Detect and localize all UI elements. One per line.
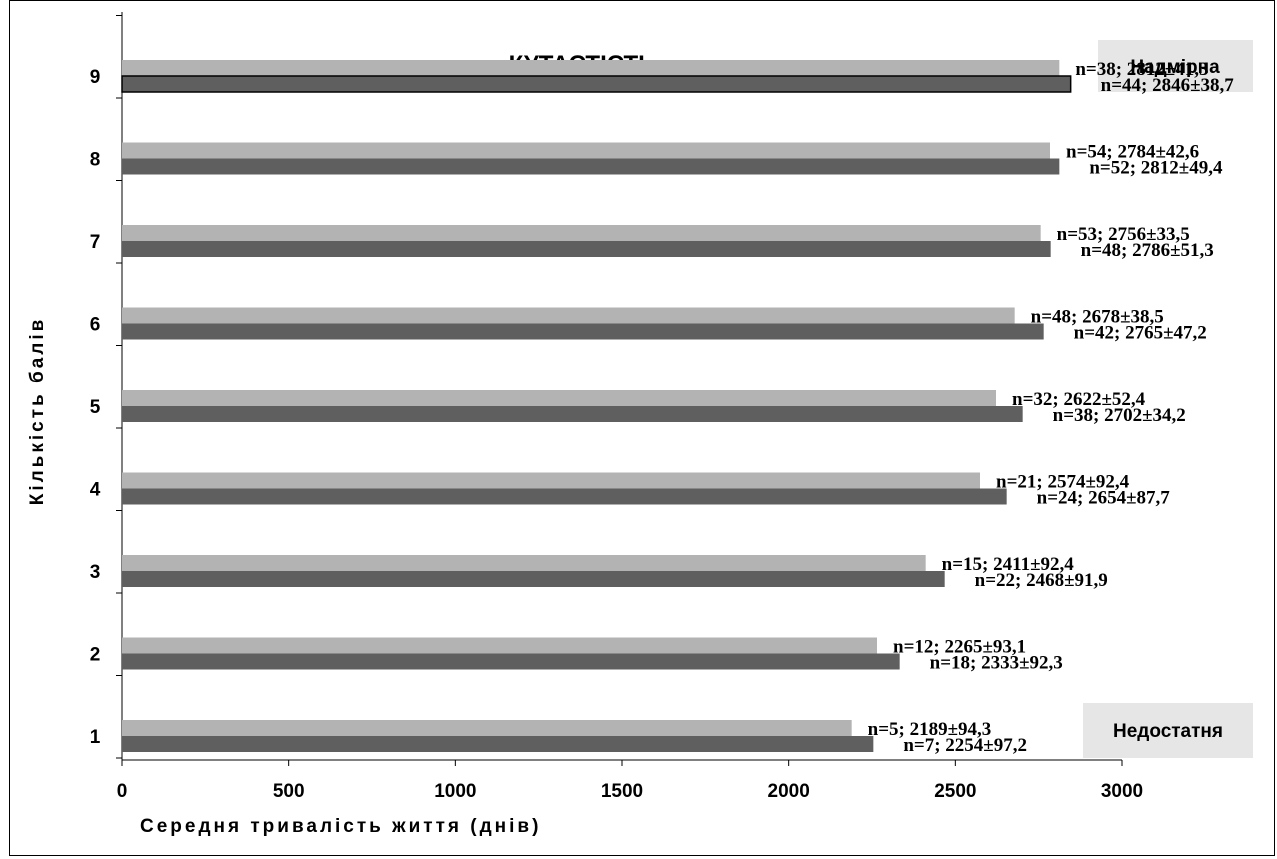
bar-data-label: n=12; 2265±93,1 — [893, 637, 1026, 658]
top-annotation-box — [1098, 40, 1253, 92]
bar-data-label: n=21; 2574±92,4 — [996, 472, 1130, 493]
bar-data-label: n=54; 2784±42,6 — [1066, 142, 1199, 163]
bar-series-2 — [122, 323, 1044, 340]
bar-series-1 — [122, 307, 1015, 324]
y-tick-label: 2 — [90, 645, 101, 666]
bottom-annotation-label: Недостатня — [1113, 721, 1223, 742]
x-tick-label: 3000 — [1101, 781, 1143, 802]
x-tick-label: 1500 — [601, 781, 643, 802]
bar-series-1 — [122, 390, 996, 406]
y-axis-title: Кількість балів — [27, 317, 48, 506]
bar-data-label: n=42; 2765±47,2 — [1074, 323, 1207, 344]
y-tick-label: 1 — [90, 727, 101, 748]
bar-series-2 — [122, 736, 874, 752]
y-tick-label: 4 — [90, 480, 101, 501]
bar-data-label: n=38; 2812±41,3 — [1075, 59, 1208, 80]
bar-data-label: n=48; 2678±38,5 — [1031, 307, 1164, 328]
x-tick-label: 0 — [117, 781, 128, 802]
y-tick-label: 7 — [90, 232, 101, 253]
bar-series-2 — [122, 571, 945, 587]
bar-data-label: n=18; 2333±92,3 — [930, 653, 1063, 674]
bar-series-1 — [122, 142, 1050, 159]
bar-data-label: n=38; 2702±34,2 — [1053, 405, 1186, 426]
x-tick-label: 500 — [273, 781, 305, 802]
bar-series-1 — [122, 60, 1060, 76]
y-tick-label: 9 — [90, 67, 101, 88]
y-tick-label: 8 — [90, 150, 101, 171]
bar-data-label: n=22; 2468±91,9 — [975, 570, 1108, 591]
bar-series-1 — [122, 472, 980, 489]
y-tick-label: 6 — [90, 315, 101, 336]
x-tick-label: 2500 — [934, 781, 976, 802]
bar-data-label: n=15; 2411±92,4 — [942, 554, 1075, 575]
bar-data-label: n=48; 2786±51,3 — [1081, 240, 1214, 261]
bar-series-2 — [122, 653, 900, 670]
x-tick-label: 1000 — [434, 781, 476, 802]
y-tick-label: 3 — [90, 562, 101, 583]
bar-series-2 — [122, 406, 1023, 422]
x-tick-label: 2000 — [768, 781, 810, 802]
x-axis-title: Середня тривалість життя (днів) — [140, 816, 541, 837]
bar-data-label: n=32; 2622±52,4 — [1012, 389, 1146, 410]
bar-series-2 — [121, 75, 1072, 93]
bar-series-1 — [122, 225, 1041, 241]
bar-data-label: n=52; 2812±49,4 — [1089, 158, 1223, 179]
bar-series-2 — [122, 241, 1051, 257]
bar-data-label: n=53; 2756±33,5 — [1057, 224, 1190, 245]
y-tick-label: 5 — [90, 397, 101, 418]
bar-series-2 — [122, 158, 1060, 175]
bar-series-1 — [122, 720, 852, 736]
bar-data-label: n=24; 2654±87,7 — [1037, 488, 1171, 509]
bar-data-label: n=7; 2254±97,2 — [903, 735, 1027, 756]
bar-series-2 — [122, 488, 1007, 505]
bar-series-1 — [122, 555, 926, 571]
top-annotation-label: Надмірна — [1130, 57, 1220, 78]
bar-data-label: n=5; 2189±94,3 — [868, 719, 992, 740]
bar-series-1 — [122, 637, 877, 654]
bar-data-label: n=44; 2846±38,7 — [1101, 75, 1235, 96]
bottom-annotation-box — [1083, 703, 1253, 758]
